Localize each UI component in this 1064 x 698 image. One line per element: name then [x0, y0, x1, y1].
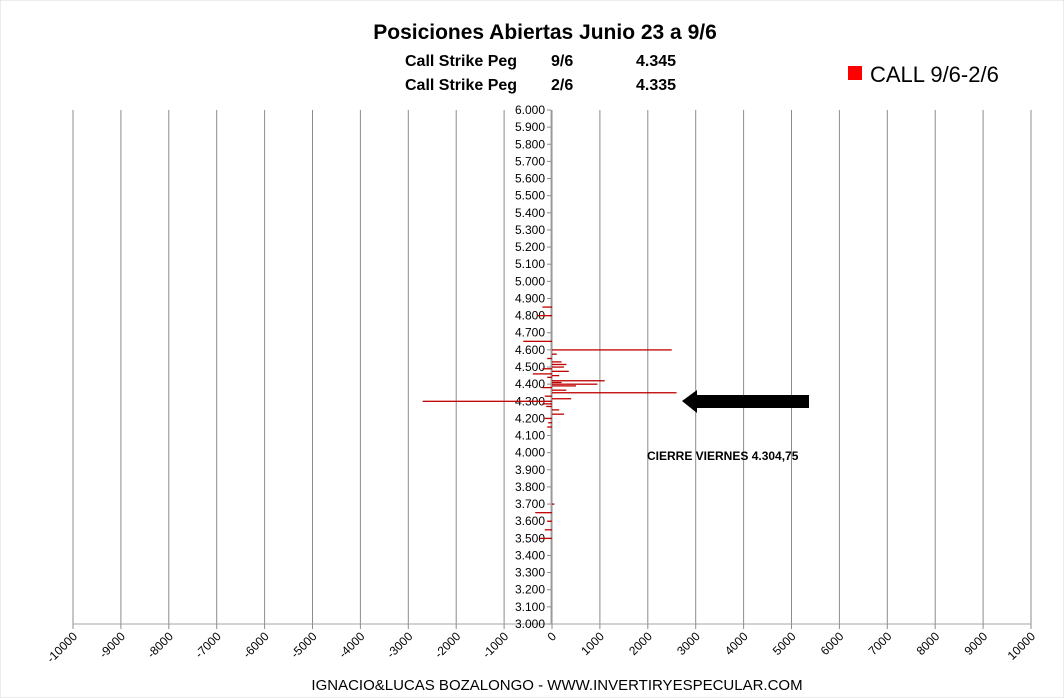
y-tick-label: 5.600 [515, 172, 545, 186]
y-tick-label: 4.100 [515, 429, 545, 443]
bar [552, 374, 560, 377]
y-tick-label: 4.900 [515, 291, 545, 305]
subtitle-row-2-value: 4.335 [636, 77, 676, 94]
y-tick-label: 4.500 [515, 360, 545, 374]
subtitle-row-2-label: Call Strike Peg [405, 77, 517, 94]
bar [552, 353, 557, 355]
y-tick-label: 3.800 [515, 480, 545, 494]
bar [552, 383, 598, 385]
y-tick-label: 5.700 [515, 154, 545, 168]
y-tick-label: 3.600 [515, 514, 545, 528]
y-tick-label: 5.200 [515, 240, 545, 254]
bar [523, 340, 552, 342]
bar [552, 361, 562, 363]
closing-arrow-icon [682, 390, 809, 413]
bar [537, 315, 552, 317]
bar [552, 413, 564, 415]
bar [547, 520, 552, 522]
footer-credit: IGNACIO&LUCAS BOZALONGO - WWW.INVERTIRYE… [311, 677, 802, 694]
y-tick-label: 3.500 [515, 531, 545, 545]
bar [547, 376, 552, 378]
bar [540, 537, 552, 540]
bar [548, 422, 552, 424]
bar [552, 363, 567, 366]
bar [546, 405, 552, 408]
y-tick-label: 6.000 [515, 103, 545, 117]
bar [552, 349, 672, 351]
bar [552, 389, 567, 391]
bar [552, 366, 564, 368]
bar [544, 395, 552, 397]
legend-swatch [848, 66, 862, 80]
bar [542, 386, 552, 389]
bar [535, 512, 552, 514]
y-tick-label: 5.900 [515, 120, 545, 134]
bar [552, 385, 576, 387]
subtitle-row-2-date: 2/6 [551, 77, 573, 94]
y-tick-label: 3.000 [515, 617, 545, 631]
y-tick-label: 4.800 [515, 309, 545, 323]
y-tick-label: 5.100 [515, 257, 545, 271]
bar [542, 306, 552, 308]
y-tick-label: 5.400 [515, 206, 545, 220]
y-tick-label: 5.300 [515, 223, 545, 237]
legend-label: CALL 9/6-2/6 [870, 62, 999, 87]
bar [552, 398, 572, 400]
subtitle-row-1-value: 4.345 [636, 53, 676, 70]
bar [552, 409, 560, 411]
y-tick-label: 4.600 [515, 343, 545, 357]
chart-title: Posiciones Abiertas Junio 23 a 9/6 [373, 21, 717, 44]
bar [552, 381, 562, 384]
y-tick-label: 5.800 [515, 137, 545, 151]
bar [552, 503, 555, 505]
y-tick-label: 3.700 [515, 497, 545, 511]
y-axis-ticks: 3.000 3.100 3.200 3.300 3.400 3.500 3.600 3.700… [515, 103, 552, 631]
y-tick-label: 3.300 [515, 566, 545, 580]
bar [544, 417, 552, 420]
bar [532, 373, 552, 375]
y-tick-label: 4.000 [515, 446, 545, 460]
y-tick-label: 3.100 [515, 600, 545, 614]
bar [552, 392, 677, 394]
subtitle-row-1-date: 9/6 [551, 53, 573, 70]
y-tick-label: 4.200 [515, 411, 545, 425]
y-tick-label: 3.200 [515, 583, 545, 597]
bar [542, 403, 552, 405]
bar [547, 357, 552, 360]
bars [422, 306, 677, 540]
y-tick-label: 3.900 [515, 463, 545, 477]
bar [544, 529, 552, 531]
y-tick-label: 3.400 [515, 548, 545, 562]
closing-annotation: CIERRE VIERNES 4.304,75 [647, 449, 799, 463]
y-tick-label: 4.400 [515, 377, 545, 391]
bar [422, 400, 552, 402]
y-tick-label: 5.500 [515, 189, 545, 203]
bar [552, 380, 605, 382]
bar [552, 370, 569, 372]
y-tick-label: 5.000 [515, 274, 545, 288]
subtitle-row-1-label: Call Strike Peg [405, 53, 517, 70]
bar [542, 368, 552, 370]
bar [547, 426, 552, 428]
y-tick-label: 4.700 [515, 326, 545, 340]
